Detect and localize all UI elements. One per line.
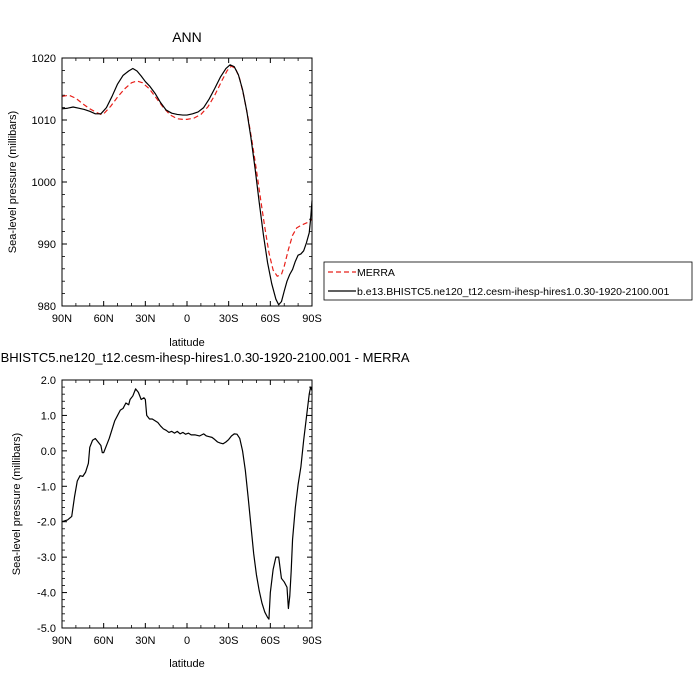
panel1-xtick-label: 60N (94, 313, 114, 325)
panel-difference: b.e13.BHISTC5.ne120_t12.cesm-ihesp-hires… (0, 350, 410, 670)
legend: MERRA b.e13.BHISTC5.ne120_t12.cesm-ihesp… (323, 261, 693, 301)
panel1-xlabel: latitude (169, 337, 204, 349)
panel2-title: b.e13.BHISTC5.ne120_t12.cesm-ihesp-hires… (0, 350, 410, 365)
panel2-ytick-label: -1.0 (37, 481, 56, 493)
legend-label-model: b.e13.BHISTC5.ne120_t12.cesm-ihesp-hires… (357, 286, 669, 298)
panel1-series-lines (61, 64, 313, 306)
panel2-ytick-label: 2.0 (41, 375, 56, 387)
panel1-ytick-label: 990 (38, 239, 56, 251)
panel1-xtick-label: 60S (261, 313, 281, 325)
panel2-xtick-label: 60S (261, 635, 281, 647)
legend-box (323, 261, 693, 301)
panel2-xtick-label: 60N (94, 635, 114, 647)
panel1-xtick-label: 90N (52, 313, 72, 325)
panel1-ytick-label: 1020 (32, 53, 56, 65)
panel1-series-line-0 (61, 65, 313, 277)
panel1-plot-frame (61, 57, 313, 307)
panel1-ylabel: Sea-level pressure (millibars) (7, 111, 19, 253)
panel1-y-axis: 980 990 1000 1010 1020 (32, 53, 312, 313)
panel1-title: ANN (172, 29, 202, 45)
panel1-xtick-label: 0 (184, 313, 190, 325)
panel2-xtick-label: 90N (52, 635, 72, 647)
panel2-plot-frame (61, 379, 313, 629)
panel-ann: ANN Sea-level pressure (millibars) latit… (7, 29, 693, 349)
panel1-ytick-label: 980 (38, 301, 56, 313)
panel2-x-axis: 90N 60N 30N 0 30S 60S 90S (52, 380, 322, 647)
panel1-ytick-label: 1000 (32, 177, 56, 189)
panel1-xtick-label: 30N (135, 313, 155, 325)
legend-label-merra: MERRA (357, 267, 395, 279)
panel2-y-axis: -5.0 -4.0 -3.0 -2.0 -1.0 0.0 1.0 2.0 (37, 375, 312, 635)
panel2-ytick-label: -2.0 (37, 517, 56, 529)
panel2-series-line-0 (61, 386, 313, 620)
panel1-xtick-label: 30S (219, 313, 239, 325)
panel2-xtick-label: 90S (302, 635, 322, 647)
panel1-ytick-label: 1010 (32, 115, 56, 127)
panel1-series-line-1 (61, 64, 313, 306)
panel2-ytick-label: -3.0 (37, 552, 56, 564)
panel1-xtick-label: 90S (302, 313, 322, 325)
panel1-x-axis: 90N 60N 30N 0 30S 60S 90S (52, 58, 322, 325)
panel2-series-lines (61, 386, 313, 620)
panel2-ytick-label: 1.0 (41, 410, 56, 422)
panel2-ytick-label: -4.0 (37, 588, 56, 600)
panel2-ylabel: Sea-level pressure (millibars) (11, 433, 23, 575)
panel2-xtick-label: 30S (219, 635, 239, 647)
panel2-xlabel: latitude (169, 658, 204, 670)
panel2-xtick-label: 30N (135, 635, 155, 647)
panel2-ytick-label: 0.0 (41, 446, 56, 458)
panel2-ytick-label: -5.0 (37, 623, 56, 635)
panel2-xtick-label: 0 (184, 635, 190, 647)
